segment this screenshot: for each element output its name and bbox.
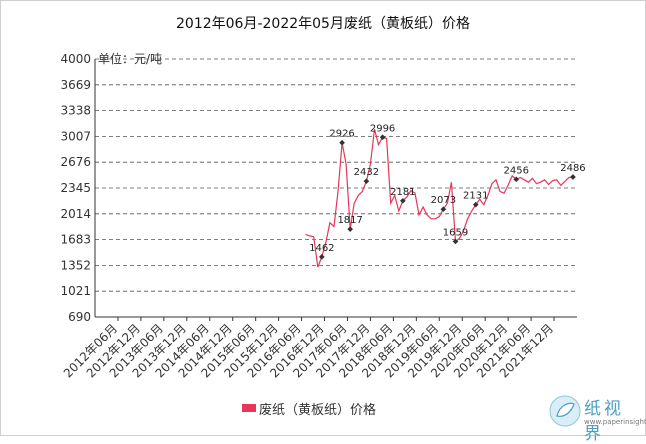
- data-label: 2073: [431, 195, 456, 206]
- data-point-marker: [379, 134, 386, 141]
- data-label: 2996: [370, 123, 395, 134]
- y-tick-label: 4000: [60, 52, 91, 66]
- y-tick-label: 3338: [60, 104, 91, 118]
- data-point-marker: [339, 139, 345, 146]
- data-point-marker: [472, 201, 479, 208]
- legend-swatch: [242, 404, 256, 412]
- y-tick-label: 1352: [60, 258, 91, 272]
- data-label: 2486: [560, 163, 585, 174]
- legend-label: 废纸（黄板纸）价格: [259, 402, 376, 418]
- watermark: 纸视界 www.paperinsight.net: [548, 392, 646, 444]
- data-point-marker: [347, 226, 354, 232]
- data-label: 1462: [309, 243, 334, 254]
- y-tick-label: 1021: [60, 284, 91, 298]
- y-tick-label: 3669: [60, 78, 91, 92]
- data-point-marker: [440, 206, 447, 213]
- data-label: 1817: [337, 215, 362, 226]
- data-label: 2181: [390, 187, 415, 198]
- paper-leaf-logo-icon: [549, 395, 581, 427]
- chart-title: 2012年06月-2022年05月废纸（黄板纸）价格: [176, 16, 470, 32]
- data-point-marker: [570, 174, 576, 180]
- y-tick-label: 3007: [60, 129, 91, 143]
- data-label: 2131: [463, 191, 488, 202]
- y-tick-label: 690: [68, 310, 91, 324]
- data-label: 1659: [443, 227, 468, 238]
- data-label: 2432: [354, 167, 379, 178]
- data-point-marker: [318, 253, 325, 260]
- watermark-url: www.paperinsight.net: [584, 418, 646, 426]
- y-tick-label: 1683: [60, 233, 91, 247]
- data-point-marker: [452, 238, 459, 245]
- data-label: 2926: [329, 129, 354, 140]
- data-point-marker: [400, 197, 406, 204]
- y-tick-label: 2345: [60, 181, 91, 195]
- y-axis-unit-label: 单位：元/吨: [98, 51, 162, 66]
- y-tick-label: 2014: [60, 207, 91, 221]
- data-point-marker: [363, 178, 370, 185]
- data-label: 2456: [504, 165, 529, 176]
- data-point-marker: [513, 176, 520, 183]
- y-tick-label: 2676: [60, 155, 91, 169]
